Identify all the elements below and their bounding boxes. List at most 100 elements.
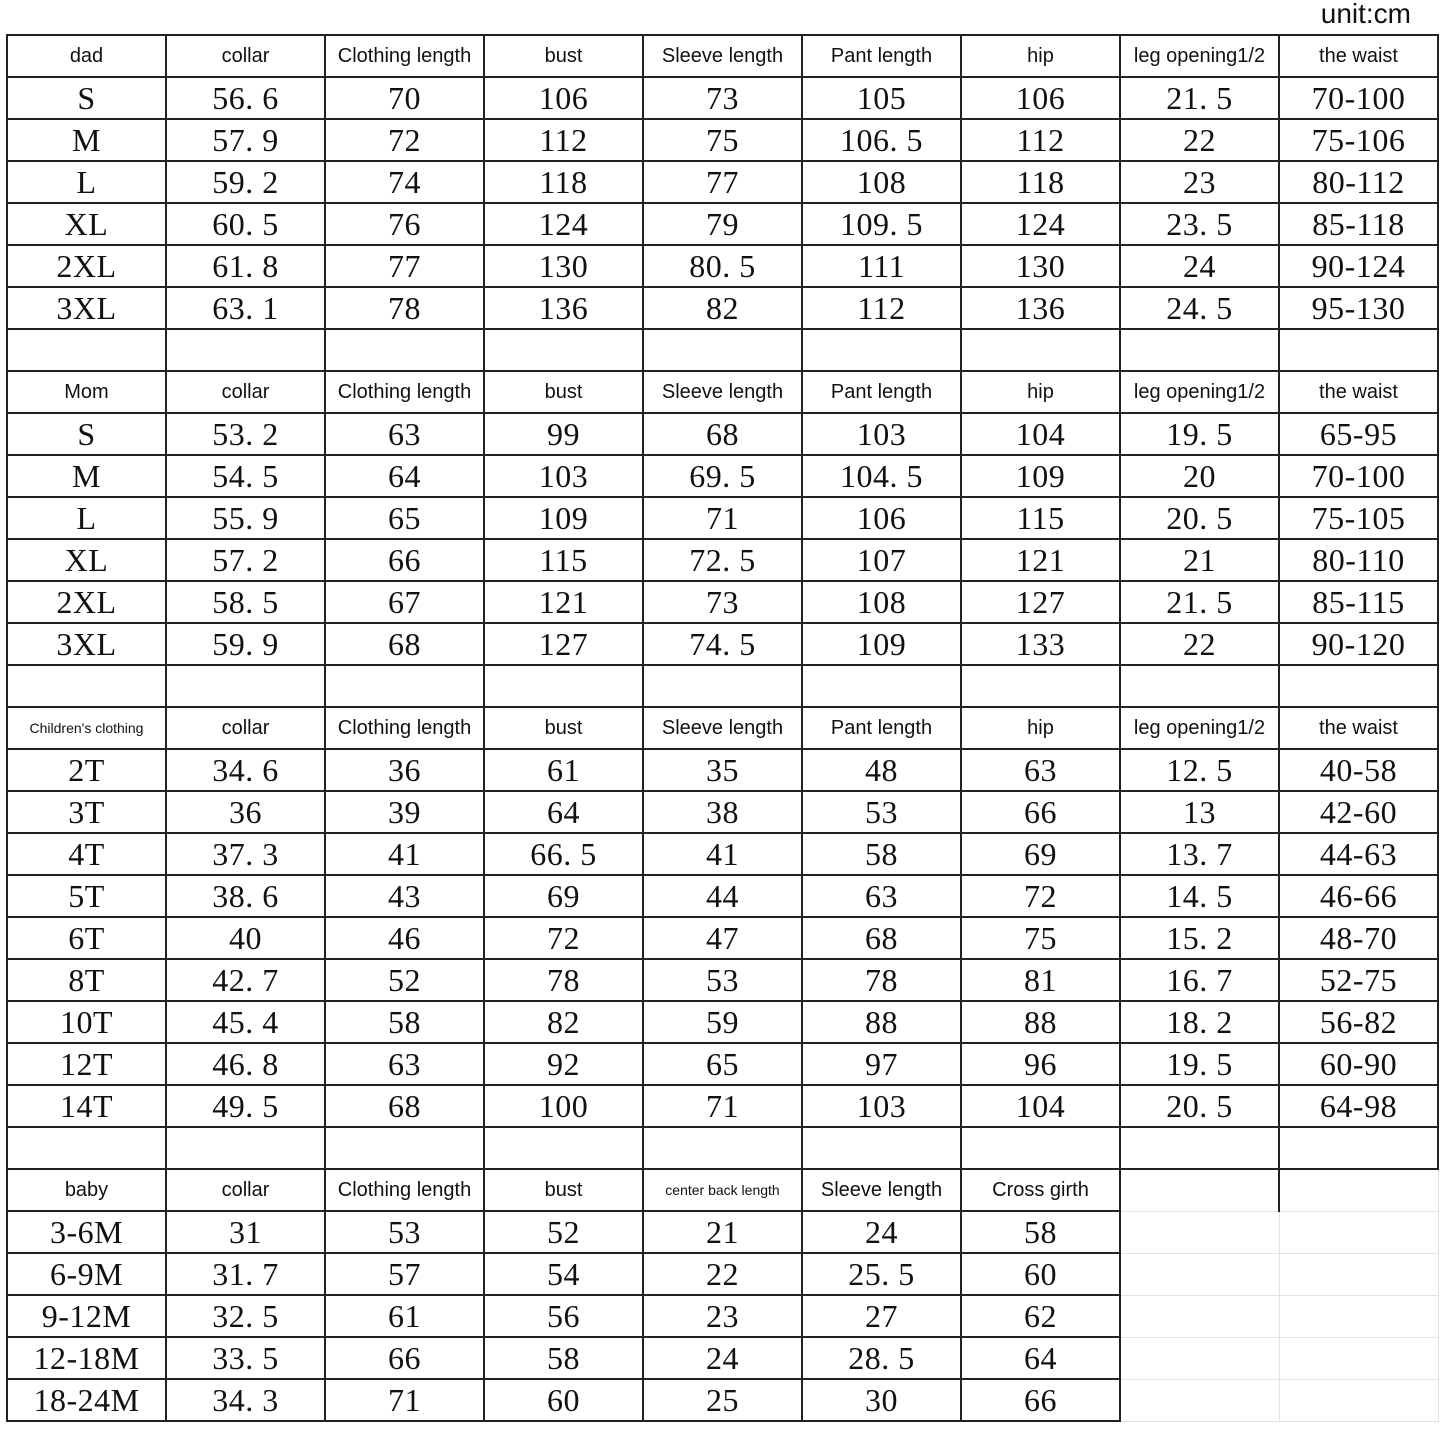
measurement-cell: 82 xyxy=(483,1000,644,1044)
measurement-cell: 85-118 xyxy=(1278,202,1439,246)
size-label: 4T xyxy=(6,832,167,876)
measurement-cell: 59 xyxy=(642,1000,803,1044)
measurement-cell: 121 xyxy=(960,538,1121,582)
measurement-cell: 60-90 xyxy=(1278,1042,1439,1086)
measurement-cell: 72. 5 xyxy=(642,538,803,582)
measurement-cell: 39 xyxy=(324,790,485,834)
size-label: 8T xyxy=(6,958,167,1002)
measurement-cell: 72 xyxy=(483,916,644,960)
table-row: 3T 36 39 64 38 53 66 13 42-60 xyxy=(6,790,1439,834)
measurement-cell: 27 xyxy=(801,1294,962,1338)
unit-label: unit:cm xyxy=(1320,0,1411,29)
measurement-cell: 77 xyxy=(324,244,485,288)
measurement-cell: 112 xyxy=(960,118,1121,162)
measurement-cell: 77 xyxy=(642,160,803,204)
measurement-cell: 23 xyxy=(1119,160,1280,204)
measurement-cell: 31 xyxy=(165,1210,326,1254)
size-label: 2T xyxy=(6,748,167,792)
measurement-cell: 115 xyxy=(960,496,1121,540)
measurement-cell: 58. 5 xyxy=(165,580,326,624)
measurement-cell: 22 xyxy=(1119,118,1280,162)
measurement-cell: 70 xyxy=(324,76,485,120)
measurement-cell: 64 xyxy=(483,790,644,834)
measurement-cell: 44-63 xyxy=(1278,832,1439,876)
measurement-cell: 61 xyxy=(324,1294,485,1338)
measurement-cell: 67 xyxy=(324,580,485,624)
table-row: XL 60. 5 76 124 79 109. 5 124 23. 5 85-118 xyxy=(6,202,1439,246)
size-label: 5T xyxy=(6,874,167,918)
measurement-cell: 15. 2 xyxy=(1119,916,1280,960)
measurement-cell: 24 xyxy=(801,1210,962,1254)
empty-cell xyxy=(642,328,803,372)
measurement-cell: 57. 9 xyxy=(165,118,326,162)
measurement-cell: 118 xyxy=(960,160,1121,204)
measurement-cell: 74. 5 xyxy=(642,622,803,666)
measurement-cell: 78 xyxy=(801,958,962,1002)
measurement-cell: 54. 5 xyxy=(165,454,326,498)
measurement-cell: 82 xyxy=(642,286,803,330)
measurement-cell: 24 xyxy=(642,1336,803,1380)
empty-cell xyxy=(483,1126,644,1170)
measurement-cell: 108 xyxy=(801,580,962,624)
measurement-cell: 59. 2 xyxy=(165,160,326,204)
measurement-cell: 40 xyxy=(165,916,326,960)
table-row: 12-18M 33. 5 66 58 24 28. 5 64 xyxy=(6,1336,1439,1380)
size-label: S xyxy=(6,412,167,456)
measurement-cell: 73 xyxy=(642,76,803,120)
column-header: Clothing length xyxy=(324,706,485,750)
measurement-cell: 95-130 xyxy=(1278,286,1439,330)
measurement-cell: 44 xyxy=(642,874,803,918)
measurement-cell: 54 xyxy=(483,1252,644,1296)
table-row: 12T 46. 8 63 92 65 97 96 19. 5 60-90 xyxy=(6,1042,1439,1086)
measurement-cell: 36 xyxy=(165,790,326,834)
measurement-cell: 78 xyxy=(324,286,485,330)
size-label: S xyxy=(6,76,167,120)
measurement-cell: 66 xyxy=(960,1378,1121,1422)
measurement-cell: 127 xyxy=(483,622,644,666)
measurement-cell: 69 xyxy=(483,874,644,918)
table-row: 9-12M 32. 5 61 56 23 27 62 xyxy=(6,1294,1439,1338)
column-header: collar xyxy=(165,370,326,414)
empty-cell xyxy=(1119,1126,1280,1170)
measurement-cell: 109 xyxy=(483,496,644,540)
empty-cell xyxy=(165,1126,326,1170)
column-header: Sleeve length xyxy=(642,706,803,750)
measurement-cell: 103 xyxy=(801,1084,962,1128)
measurement-cell: 71 xyxy=(642,496,803,540)
table-row: 2T 34. 6 36 61 35 48 63 12. 5 40-58 xyxy=(6,748,1439,792)
table-row: 6-9M 31. 7 57 54 22 25. 5 60 xyxy=(6,1252,1439,1296)
measurement-cell: 53. 2 xyxy=(165,412,326,456)
measurement-cell: 23. 5 xyxy=(1119,202,1280,246)
size-label: M xyxy=(6,118,167,162)
measurement-cell: 68 xyxy=(642,412,803,456)
empty-cell xyxy=(6,664,167,708)
measurement-cell: 34. 3 xyxy=(165,1378,326,1422)
measurement-cell: 46 xyxy=(324,916,485,960)
measurement-cell: 24. 5 xyxy=(1119,286,1280,330)
table-row: S 56. 6 70 106 73 105 106 21. 5 70-100 xyxy=(6,76,1439,120)
measurement-cell: 36 xyxy=(324,748,485,792)
empty-cell xyxy=(6,328,167,372)
measurement-cell: 42. 7 xyxy=(165,958,326,1002)
measurement-cell: 74 xyxy=(324,160,485,204)
size-label: L xyxy=(6,160,167,204)
measurement-cell: 104 xyxy=(960,1084,1121,1128)
size-label: L xyxy=(6,496,167,540)
column-header: hip xyxy=(960,706,1121,750)
empty-cell xyxy=(1278,1294,1439,1338)
measurement-cell: 61. 8 xyxy=(165,244,326,288)
empty-cell xyxy=(1278,1252,1439,1296)
empty-cell xyxy=(801,328,962,372)
measurement-cell: 109 xyxy=(960,454,1121,498)
column-header: Clothing length xyxy=(324,1168,485,1212)
table-row: 3-6M 31 53 52 21 24 58 xyxy=(6,1210,1439,1254)
column-header: Cross girth xyxy=(960,1168,1121,1212)
measurement-cell: 24 xyxy=(1119,244,1280,288)
measurement-cell: 53 xyxy=(801,790,962,834)
measurement-cell: 58 xyxy=(960,1210,1121,1254)
empty-cell xyxy=(1278,1126,1439,1170)
measurement-cell: 63. 1 xyxy=(165,286,326,330)
column-header: the waist xyxy=(1278,706,1439,750)
measurement-cell: 65-95 xyxy=(1278,412,1439,456)
measurement-cell: 58 xyxy=(801,832,962,876)
